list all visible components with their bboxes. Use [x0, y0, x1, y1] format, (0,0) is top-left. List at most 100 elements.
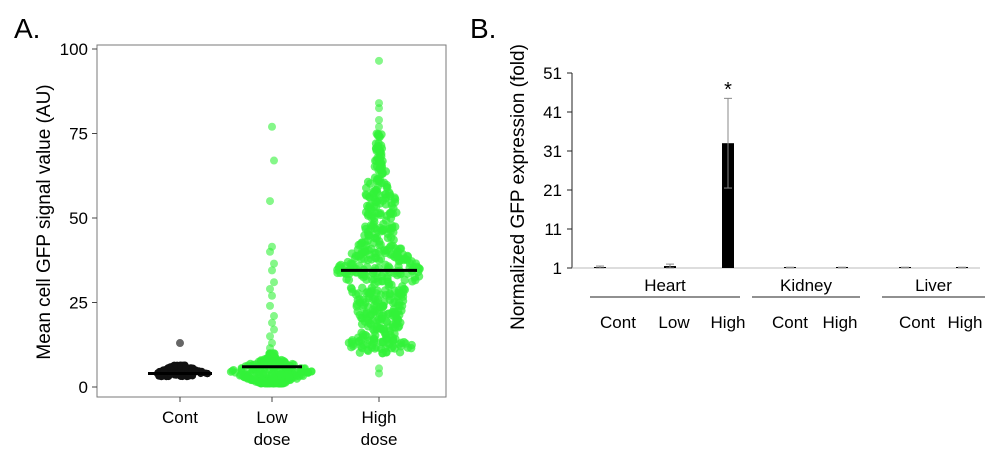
- data-point: [376, 141, 386, 150]
- data-point: [268, 318, 276, 327]
- data-point: [390, 344, 399, 353]
- data-point: [266, 247, 274, 256]
- data-point: [266, 284, 274, 293]
- panel-a-x-axis: Cont Low dose High dose: [162, 397, 397, 449]
- data-point: [368, 221, 377, 231]
- panel-a-points: [154, 56, 424, 388]
- data-point: [266, 301, 274, 310]
- data-point: [362, 191, 371, 200]
- data-point: [397, 301, 407, 311]
- data-point: [400, 275, 409, 285]
- x-tick-label: Low: [256, 408, 288, 427]
- data-point: [389, 203, 398, 213]
- data-point: [360, 255, 369, 264]
- data-point: [182, 363, 190, 371]
- data-point: [375, 199, 385, 208]
- data-point: [393, 251, 403, 260]
- data-point: [376, 210, 385, 220]
- data-point: [242, 373, 251, 382]
- panel-b-y-axis-label: Normalized GFP expression (fold): [508, 44, 529, 330]
- x-tick-label: dose: [254, 430, 291, 449]
- data-point: [363, 177, 373, 187]
- data-point: [388, 241, 397, 250]
- data-point: [362, 201, 372, 211]
- data-point: [273, 379, 282, 388]
- data-point: [375, 115, 383, 124]
- data-point: [365, 311, 375, 320]
- data-point: [266, 332, 274, 341]
- data-point: [249, 375, 258, 384]
- y-tick-label: 0: [79, 378, 88, 397]
- x-tick-label: High: [823, 313, 858, 332]
- data-point: [385, 190, 395, 199]
- x-tick-label: High: [948, 313, 983, 332]
- x-tick-label: Cont: [162, 408, 198, 427]
- data-point: [176, 339, 184, 348]
- data-point: [270, 312, 278, 321]
- data-point: [344, 275, 354, 285]
- x-tick-label: Cont: [600, 313, 636, 332]
- x-tick-label: Low: [658, 313, 690, 332]
- data-point: [365, 319, 374, 328]
- data-point: [390, 323, 400, 332]
- data-point: [276, 369, 285, 378]
- data-point: [270, 259, 278, 268]
- data-point: [395, 244, 405, 253]
- data-point: [353, 245, 363, 254]
- data-point: [375, 369, 383, 378]
- data-point: [382, 347, 391, 357]
- y-tick-label: 11: [544, 220, 562, 239]
- group-label: Heart: [644, 276, 686, 295]
- data-point: [297, 367, 306, 376]
- data-point: [361, 241, 371, 250]
- data-point: [397, 290, 406, 299]
- data-point: [385, 295, 394, 304]
- y-tick-label: 21: [543, 181, 562, 200]
- y-tick-label: 51: [543, 64, 562, 83]
- data-point: [407, 340, 416, 350]
- panel-a: A. 0 25 50 75 100 Mean cell GFP signal value…: [14, 13, 447, 449]
- data-point: [378, 225, 387, 235]
- data-point: [270, 156, 278, 165]
- data-point: [372, 316, 382, 325]
- data-point: [358, 330, 368, 339]
- data-point: [375, 309, 384, 318]
- data-point: [377, 271, 387, 281]
- data-point: [411, 275, 420, 285]
- data-point: [396, 269, 405, 279]
- data-point: [347, 284, 356, 294]
- data-point: [400, 254, 410, 264]
- panel-a-y-axis-label: Mean cell GFP signal value (AU): [34, 84, 55, 359]
- panel-a-y-axis: 0 25 50 75 100: [60, 40, 97, 397]
- data-point: [381, 329, 390, 339]
- x-tick-label: Cont: [772, 313, 808, 332]
- data-point: [358, 283, 367, 292]
- bar: [722, 143, 734, 268]
- data-point: [160, 366, 168, 374]
- panel-b-label: B.: [470, 13, 496, 44]
- data-point: [355, 295, 365, 304]
- data-point: [382, 180, 391, 190]
- x-tick-label: High: [711, 313, 746, 332]
- data-point: [270, 325, 278, 334]
- y-tick-label: 25: [69, 294, 88, 313]
- data-point: [383, 277, 393, 286]
- data-point: [377, 169, 387, 179]
- data-point: [231, 368, 240, 377]
- data-point: [358, 302, 367, 312]
- data-point: [389, 228, 398, 237]
- data-point: [370, 253, 380, 262]
- group-label: Kidney: [780, 276, 832, 295]
- data-point: [371, 331, 380, 340]
- data-point: [268, 266, 276, 275]
- data-point: [285, 373, 294, 382]
- y-tick-label: 75: [69, 125, 88, 144]
- data-point: [335, 261, 344, 271]
- data-point: [386, 250, 395, 259]
- y-tick-label: 41: [543, 103, 562, 122]
- group-label: Liver: [915, 276, 952, 295]
- data-point: [375, 56, 383, 65]
- panel-b-group-labels: Heart Kidney Liver: [590, 276, 985, 298]
